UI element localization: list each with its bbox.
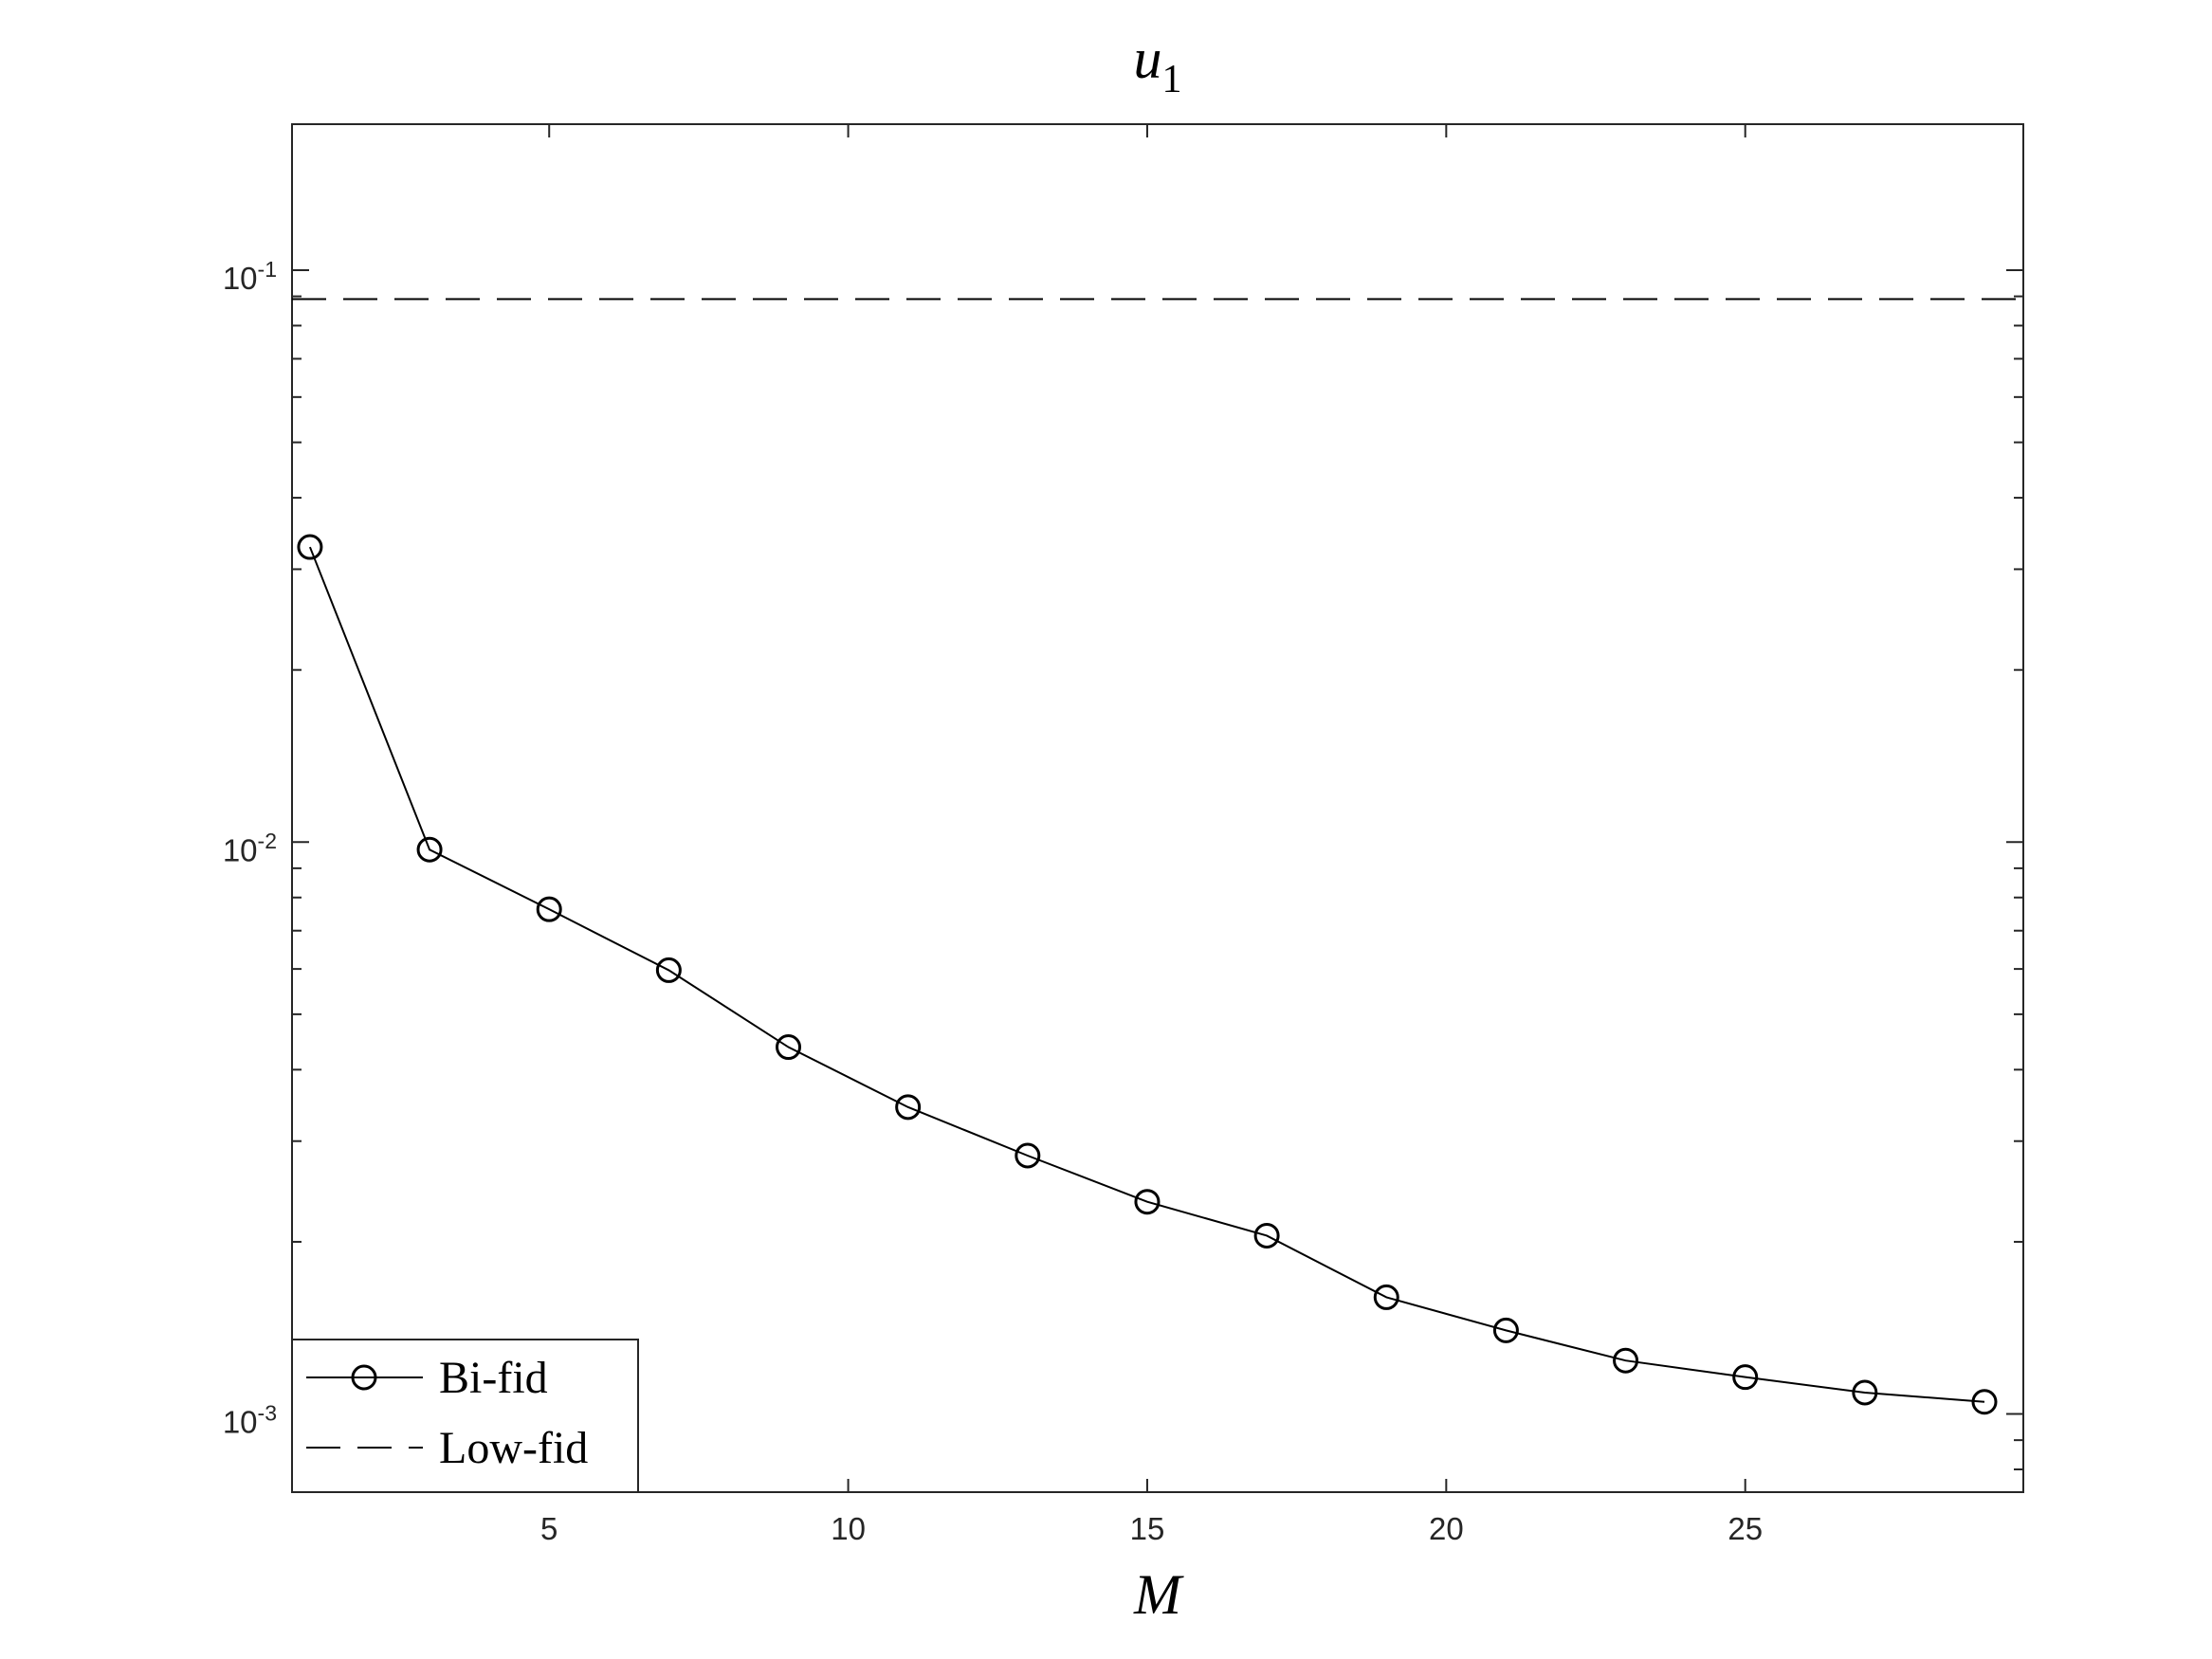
y-tick-label: 10-1	[223, 257, 277, 296]
point-marker	[1732, 1364, 1759, 1391]
point-marker	[1971, 1389, 1998, 1415]
point-marker	[1373, 1284, 1399, 1310]
x-tick-label: 10	[831, 1511, 866, 1546]
point-marker	[895, 1094, 922, 1121]
point-marker	[536, 896, 562, 922]
legend-box	[291, 1339, 639, 1493]
point-marker	[1253, 1222, 1280, 1249]
x-tick-label: 20	[1429, 1511, 1464, 1546]
point-marker	[655, 957, 682, 983]
series-line	[308, 546, 1985, 1403]
point-marker	[1852, 1379, 1878, 1406]
legend-label: Low-fid	[439, 1423, 588, 1473]
point-marker	[1613, 1347, 1639, 1374]
x-tick-label: 5	[540, 1511, 558, 1546]
plot-area	[291, 123, 2024, 1493]
legend-label: Bi-fid	[439, 1353, 548, 1403]
point-marker	[1134, 1189, 1161, 1215]
point-marker	[1492, 1317, 1519, 1343]
legend-marker	[351, 1364, 377, 1391]
point-marker	[297, 534, 323, 560]
x-tick-label: 25	[1728, 1511, 1763, 1546]
point-marker	[416, 836, 443, 863]
x-tick-label: 15	[1130, 1511, 1165, 1546]
point-marker	[1015, 1142, 1041, 1169]
point-marker	[776, 1034, 802, 1061]
y-tick-label: 10-3	[223, 1400, 277, 1439]
chart-title: u1	[1134, 27, 1182, 101]
y-tick-label: 10-2	[223, 829, 277, 867]
x-axis-label: M	[1133, 1563, 1184, 1626]
